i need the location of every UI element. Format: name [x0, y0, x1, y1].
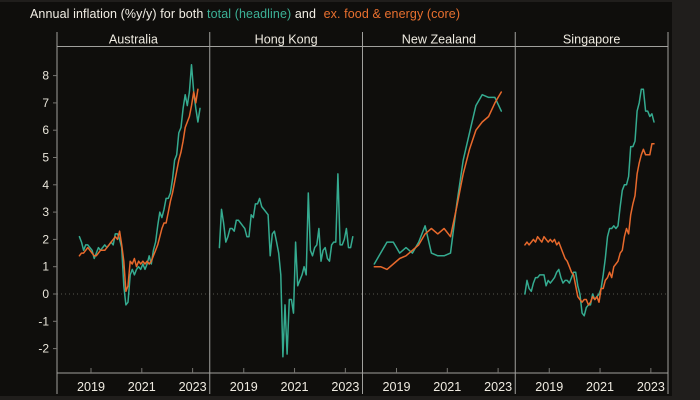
x-axis-label: 2019 [382, 380, 410, 394]
y-axis-label: 1 [42, 260, 49, 274]
y-axis-label: 0 [42, 287, 49, 301]
core-series-line-singapore [524, 143, 655, 306]
panel-title: Hong Kong [255, 33, 318, 47]
x-axis-label: 2019 [230, 380, 258, 394]
panel-title: Singapore [563, 33, 620, 47]
x-axis-label: 2021 [281, 380, 309, 394]
x-axis-label: 2023 [484, 380, 512, 394]
chart-title: Annual inflation (%y/y) for both total (… [30, 7, 460, 22]
x-axis-label: 2023 [179, 380, 207, 394]
y-axis-label: 8 [42, 69, 49, 83]
y-axis-label: 3 [42, 205, 49, 219]
x-axis-label: 2023 [331, 380, 359, 394]
x-axis-label: 2021 [586, 380, 614, 394]
y-axis-label: -1 [38, 314, 49, 328]
x-axis-label: 2021 [128, 380, 156, 394]
headline-series-line-singapore [524, 88, 655, 317]
title-connector: and [291, 7, 320, 21]
title-headline-legend: total (headline) [207, 7, 292, 21]
title-core-legend: ex. food & energy (core) [323, 7, 461, 21]
y-axis-label: -2 [38, 342, 49, 356]
x-axis-label: 2019 [535, 380, 563, 394]
y-axis-label: 5 [42, 151, 49, 165]
x-axis-label: 2023 [637, 380, 665, 394]
title-prefix: Annual inflation (%y/y) for both [30, 7, 207, 21]
x-axis-label: 2021 [433, 380, 461, 394]
x-axis-label: 2019 [77, 380, 105, 394]
inflation-chart-card [0, 2, 672, 396]
core-series-line-australia [78, 88, 199, 293]
panel-title: Australia [109, 33, 158, 47]
core-series-line-new-zealand [373, 91, 503, 271]
y-axis-label: 4 [42, 178, 49, 192]
y-axis-label: 6 [42, 123, 49, 137]
y-axis-label: 2 [42, 232, 49, 246]
panel-title: New Zealand [402, 33, 476, 47]
headline-series-line-australia [78, 63, 201, 306]
headline-series-line-hong-kong [218, 173, 354, 358]
headline-series-line-new-zealand [373, 93, 503, 265]
y-axis-label: 7 [42, 96, 49, 110]
